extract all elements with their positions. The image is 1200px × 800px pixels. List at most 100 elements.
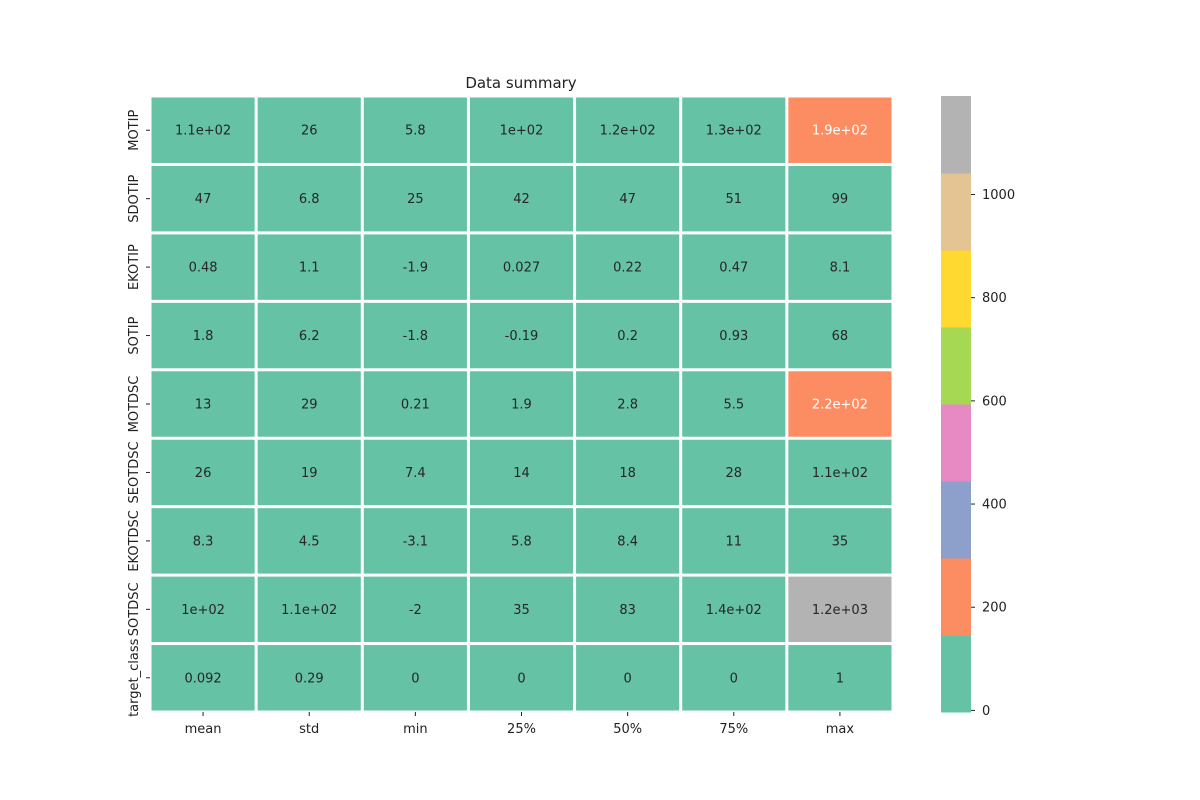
cell-label: 0 xyxy=(411,671,419,686)
cell-label: 1.3e+02 xyxy=(706,124,762,139)
heatmap-cells xyxy=(151,97,892,711)
y-tick-label: EKOTIP xyxy=(127,244,142,290)
colorbar-tick-label: 600 xyxy=(982,394,1007,409)
heatmap-cell xyxy=(363,508,467,574)
y-tick-label: SOTIP xyxy=(127,316,142,354)
heatmap-cell xyxy=(576,508,680,574)
heatmap-cell xyxy=(363,234,467,300)
cell-label: 6.2 xyxy=(299,329,320,344)
heatmap-cell xyxy=(682,302,786,369)
x-tick-label: min xyxy=(403,722,428,737)
heatmap-cell xyxy=(788,302,892,369)
heatmap-cell xyxy=(788,97,892,163)
x-tick-label: std xyxy=(299,722,319,737)
cell-label: 29 xyxy=(301,398,318,413)
cell-label: 26 xyxy=(301,124,318,139)
cell-label: 14 xyxy=(513,466,530,481)
cell-label: 8.4 xyxy=(617,534,638,549)
heatmap-cell xyxy=(469,97,574,163)
cell-label: 0.22 xyxy=(613,261,642,276)
cell-label: 35 xyxy=(513,603,530,618)
cell-label: 1 xyxy=(836,671,844,686)
y-tick-label: target_class xyxy=(127,638,142,717)
cell-label: 47 xyxy=(619,192,636,207)
heatmap-cell xyxy=(469,165,574,232)
heatmap-cell xyxy=(151,371,255,437)
cell-label: 0 xyxy=(730,671,738,686)
cell-label: 0 xyxy=(517,671,525,686)
heatmap-cell xyxy=(576,576,680,643)
colorbar-tick-label: 400 xyxy=(982,498,1007,513)
heatmap-cell xyxy=(151,302,255,369)
heatmap-cell xyxy=(469,234,574,300)
colorbar-segment xyxy=(941,173,971,251)
heatmap-cell xyxy=(682,508,786,574)
heatmap-cell xyxy=(576,439,680,506)
cell-label: 0.47 xyxy=(719,261,748,276)
heatmap-cell-labels: 1.1e+02 26 5.8 1e+02 1.2e+02 1.3e+02 1.9e+02 47… xyxy=(175,124,868,687)
heatmap-cell xyxy=(363,371,467,437)
heatmap-cell xyxy=(788,439,892,506)
cell-label: 1.2e+02 xyxy=(600,124,656,139)
y-tick-label: SOTDSC xyxy=(127,582,142,636)
cell-label: 8.3 xyxy=(193,534,214,549)
heatmap-cell xyxy=(257,371,361,437)
cell-label: -0.19 xyxy=(505,329,539,344)
cell-label: 47 xyxy=(195,192,212,207)
cell-label: 83 xyxy=(619,603,636,618)
heatmap-cell xyxy=(469,439,574,506)
heatmap-cell xyxy=(576,97,680,163)
y-tick-label: EKOTDSC xyxy=(127,510,142,572)
cell-label: 5.5 xyxy=(723,398,744,413)
heatmap-cell xyxy=(576,165,680,232)
heatmap-cell xyxy=(788,165,892,232)
cell-label: -2 xyxy=(409,603,422,618)
x-tick-label: 50% xyxy=(613,722,642,737)
heatmap-cell xyxy=(682,234,786,300)
colorbar-segment xyxy=(941,250,971,328)
heatmap-cell xyxy=(151,508,255,574)
heatmap-cell xyxy=(257,165,361,232)
cell-label: 0.29 xyxy=(295,671,324,686)
heatmap-cell xyxy=(469,576,574,643)
cell-label: 0.092 xyxy=(184,671,221,686)
colorbar-segment xyxy=(941,558,971,636)
cell-label: 2.2e+02 xyxy=(812,398,868,413)
heatmap-cell xyxy=(788,576,892,643)
heatmap-cell xyxy=(682,439,786,506)
heatmap-cell xyxy=(151,576,255,643)
heatmap-cell xyxy=(682,371,786,437)
heatmap-cell xyxy=(363,439,467,506)
cell-label: 1.1 xyxy=(299,261,320,276)
heatmap-cell xyxy=(151,234,255,300)
heatmap-cell xyxy=(257,508,361,574)
cell-label: 1.2e+03 xyxy=(812,603,868,618)
heatmap-cell xyxy=(788,508,892,574)
cell-label: 0 xyxy=(624,671,632,686)
cell-label: 0.93 xyxy=(719,329,748,344)
heatmap-cell xyxy=(257,97,361,163)
heatmap-cell xyxy=(363,302,467,369)
heatmap-cell xyxy=(257,576,361,643)
heatmap-cell xyxy=(151,165,255,232)
heatmap-cell xyxy=(257,234,361,300)
cell-label: 26 xyxy=(195,466,212,481)
heatmap-cell xyxy=(257,645,361,711)
heatmap-cell xyxy=(469,371,574,437)
cell-label: 1.9e+02 xyxy=(812,124,868,139)
cell-label: 1.1e+02 xyxy=(281,603,337,618)
cell-label: 7.4 xyxy=(405,466,426,481)
heatmap-cell xyxy=(363,576,467,643)
cell-label: 1.1e+02 xyxy=(812,466,868,481)
cell-label: 4.5 xyxy=(299,534,320,549)
heatmap-cell xyxy=(576,234,680,300)
cell-label: 6.8 xyxy=(299,192,320,207)
colorbar-segment xyxy=(941,96,971,174)
y-tick-label: SEOTDSC xyxy=(127,441,142,503)
cell-label: 0.027 xyxy=(503,261,540,276)
cell-label: 13 xyxy=(195,398,212,413)
heatmap-cell xyxy=(469,508,574,574)
cell-label: 5.8 xyxy=(405,124,426,139)
y-tick-label: MOTDSC xyxy=(127,376,142,433)
